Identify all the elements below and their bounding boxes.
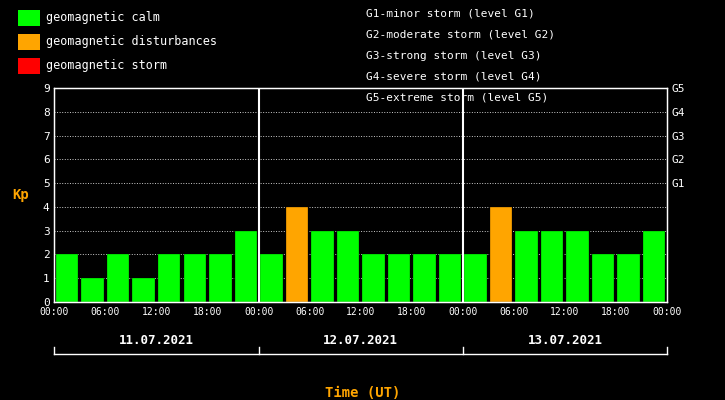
Text: G3-strong storm (level G3): G3-strong storm (level G3) bbox=[366, 51, 542, 61]
Text: Kp: Kp bbox=[12, 188, 29, 202]
Bar bbox=[311, 231, 334, 302]
Bar bbox=[439, 254, 461, 302]
Bar bbox=[388, 254, 410, 302]
Bar bbox=[566, 231, 589, 302]
Bar bbox=[464, 254, 486, 302]
Bar bbox=[336, 231, 359, 302]
Bar bbox=[183, 254, 206, 302]
Bar bbox=[209, 254, 231, 302]
Bar bbox=[81, 278, 104, 302]
Text: Time (UT): Time (UT) bbox=[325, 386, 400, 400]
Bar bbox=[541, 231, 563, 302]
Bar bbox=[260, 254, 283, 302]
Text: 13.07.2021: 13.07.2021 bbox=[527, 334, 602, 346]
Bar bbox=[643, 231, 666, 302]
Bar bbox=[592, 254, 614, 302]
Bar bbox=[362, 254, 385, 302]
Bar bbox=[56, 254, 78, 302]
Text: 11.07.2021: 11.07.2021 bbox=[119, 334, 194, 346]
Text: geomagnetic disturbances: geomagnetic disturbances bbox=[46, 36, 217, 48]
Text: G5-extreme storm (level G5): G5-extreme storm (level G5) bbox=[366, 92, 548, 102]
Text: G4-severe storm (level G4): G4-severe storm (level G4) bbox=[366, 72, 542, 82]
Bar bbox=[515, 231, 538, 302]
Bar bbox=[235, 231, 257, 302]
Bar bbox=[158, 254, 181, 302]
Bar bbox=[618, 254, 640, 302]
Text: geomagnetic calm: geomagnetic calm bbox=[46, 12, 160, 24]
Text: geomagnetic storm: geomagnetic storm bbox=[46, 60, 167, 72]
Bar bbox=[413, 254, 436, 302]
Bar bbox=[133, 278, 155, 302]
Bar bbox=[490, 207, 513, 302]
Bar bbox=[107, 254, 130, 302]
Text: G1-minor storm (level G1): G1-minor storm (level G1) bbox=[366, 9, 535, 19]
Bar bbox=[286, 207, 308, 302]
Text: G2-moderate storm (level G2): G2-moderate storm (level G2) bbox=[366, 30, 555, 40]
Text: 12.07.2021: 12.07.2021 bbox=[323, 334, 398, 346]
